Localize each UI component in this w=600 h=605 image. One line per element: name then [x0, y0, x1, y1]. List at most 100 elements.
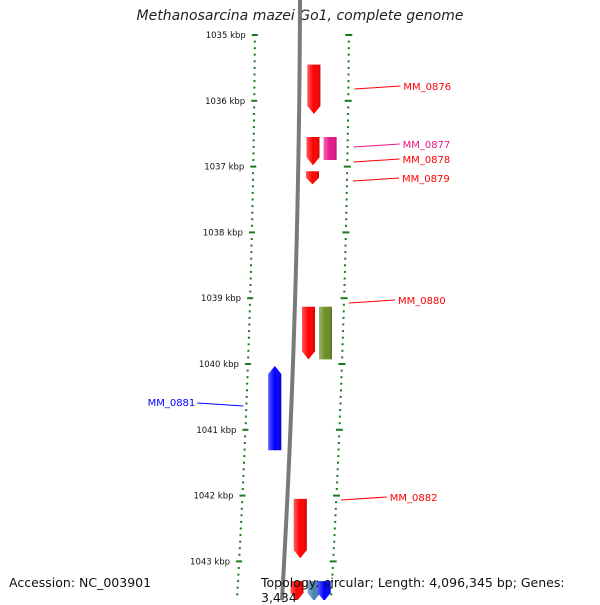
- tick: [337, 448, 340, 451]
- tick: [342, 303, 345, 306]
- genome-summary-text: Topology: circular; Length: 4,096,345 bp…: [261, 575, 565, 605]
- tick: [338, 435, 341, 438]
- tick: [336, 474, 339, 477]
- tick: [249, 284, 252, 286]
- tick-marks-outer: [329, 34, 353, 596]
- kbp-label: 1040 kbp: [199, 360, 239, 370]
- tick: [252, 152, 255, 155]
- tick: [343, 290, 346, 293]
- kbp-label: 1035 kbp: [206, 31, 246, 41]
- tick: [337, 455, 340, 458]
- tick: [346, 145, 349, 148]
- tick: [242, 481, 245, 484]
- tick: [338, 415, 341, 418]
- tick: [338, 422, 341, 425]
- gene-label: MM_0882: [390, 493, 438, 504]
- tick: [333, 534, 336, 537]
- kbp-label: 1036 kbp: [205, 97, 245, 107]
- tick: [251, 185, 254, 188]
- tick: [248, 330, 251, 333]
- tick: [340, 389, 342, 392]
- tick: [347, 119, 349, 122]
- tick: [342, 310, 345, 313]
- tick: [253, 93, 256, 96]
- tick: [347, 80, 350, 83]
- tick: [253, 86, 256, 89]
- kbp-label: 1042 kbp: [193, 492, 233, 502]
- tick: [345, 198, 348, 201]
- tick: [341, 356, 344, 359]
- tick: [342, 316, 345, 319]
- tick: [341, 336, 344, 339]
- tick: [337, 442, 340, 444]
- tick: [253, 53, 256, 56]
- tick: [341, 343, 344, 346]
- tick: [246, 369, 249, 372]
- tick: [252, 159, 255, 161]
- tick: [347, 113, 350, 115]
- tick: [330, 593, 333, 596]
- tick: [334, 507, 337, 510]
- tick: [242, 474, 245, 477]
- kbp-labels: 1035 kbp 1036 kbp 1037 kbp 1038 kbp 1039 kbp…: [190, 31, 246, 567]
- tick: [337, 461, 339, 464]
- tick: [246, 376, 249, 379]
- tick: [345, 224, 347, 227]
- tick: [343, 284, 346, 286]
- tick: [251, 198, 254, 201]
- tick: [330, 586, 333, 589]
- tick: [251, 34, 258, 36]
- tick: [239, 494, 246, 497]
- tick: [239, 527, 242, 530]
- tick: [241, 501, 244, 504]
- gene-arrow-shade: [307, 64, 321, 114]
- tick: [253, 80, 256, 83]
- tick: [246, 382, 249, 385]
- gene-label: MM_0877: [403, 140, 451, 151]
- gene-arrow-shade: [323, 137, 337, 160]
- tick: [253, 106, 256, 109]
- tick: [252, 126, 255, 129]
- tick: [341, 349, 344, 352]
- tick: [345, 205, 348, 208]
- tick: [248, 316, 251, 319]
- tick: [345, 218, 348, 221]
- tick: [253, 47, 256, 50]
- tick: [344, 257, 347, 260]
- tick: [250, 165, 257, 168]
- tick: [340, 369, 343, 372]
- kbp-label: 1038 kbp: [203, 228, 243, 238]
- label-leader: [340, 496, 387, 501]
- tick: [345, 34, 353, 36]
- tick: [346, 172, 349, 175]
- accession-text: Accession: NC_003901: [9, 575, 152, 590]
- gene-label: MM_0880: [398, 296, 446, 307]
- gene-label: MM_0876: [403, 82, 451, 93]
- tick: [335, 428, 343, 431]
- tick: [333, 494, 340, 497]
- tick: [339, 402, 342, 405]
- tick: [237, 580, 240, 583]
- tick: [252, 139, 255, 142]
- tick: [252, 132, 255, 135]
- tick: [250, 257, 253, 260]
- tick: [329, 560, 337, 563]
- tick: [250, 238, 253, 240]
- tick: [241, 488, 244, 490]
- tick: [342, 330, 345, 333]
- tick: [236, 560, 243, 563]
- tick: [346, 152, 349, 155]
- tick: [344, 244, 347, 247]
- tick: [346, 139, 349, 142]
- tick: [244, 422, 247, 425]
- tick-marks-inner: [236, 34, 258, 596]
- tick: [240, 514, 243, 517]
- tick: [347, 106, 350, 109]
- gene-label: MM_0878: [403, 155, 451, 166]
- gene-arrow-shade: [317, 581, 331, 600]
- tick: [251, 99, 258, 102]
- tick: [253, 73, 256, 76]
- label-leader: [353, 143, 400, 148]
- tick: [343, 277, 346, 280]
